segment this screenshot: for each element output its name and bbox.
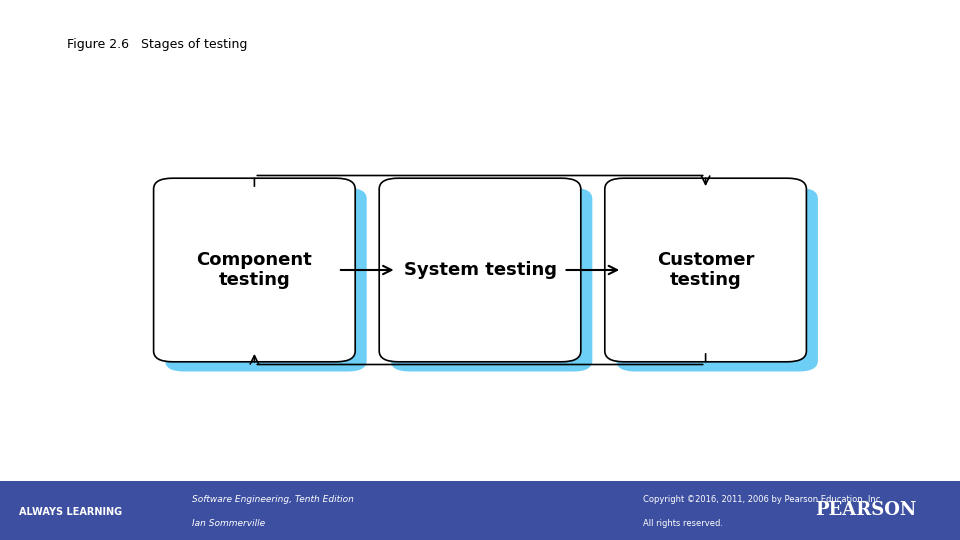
Text: Software Engineering, Tenth Edition: Software Engineering, Tenth Edition (192, 495, 354, 504)
FancyBboxPatch shape (379, 178, 581, 362)
Text: Copyright ©2016 Pearson Education, All Rights Reserved: Copyright ©2016 Pearson Education, All R… (371, 484, 589, 493)
FancyBboxPatch shape (605, 178, 806, 362)
Text: Customer
testing: Customer testing (657, 251, 755, 289)
Text: PEARSON: PEARSON (815, 501, 917, 519)
FancyBboxPatch shape (165, 188, 367, 372)
Text: System testing: System testing (403, 261, 557, 279)
Bar (0, 481, 960, 540)
Text: Copyright ©2016, 2011, 2006 by Pearson Education, Inc.: Copyright ©2016, 2011, 2006 by Pearson E… (643, 495, 883, 504)
Text: ALWAYS LEARNING: ALWAYS LEARNING (19, 507, 122, 517)
FancyBboxPatch shape (616, 188, 818, 372)
Text: Component
testing: Component testing (197, 251, 312, 289)
FancyBboxPatch shape (154, 178, 355, 362)
Text: Ian Sommerville: Ian Sommerville (192, 519, 265, 528)
FancyBboxPatch shape (391, 188, 592, 372)
Text: Figure 2.6   Stages of testing: Figure 2.6 Stages of testing (67, 38, 248, 51)
Text: All rights reserved.: All rights reserved. (643, 519, 723, 528)
